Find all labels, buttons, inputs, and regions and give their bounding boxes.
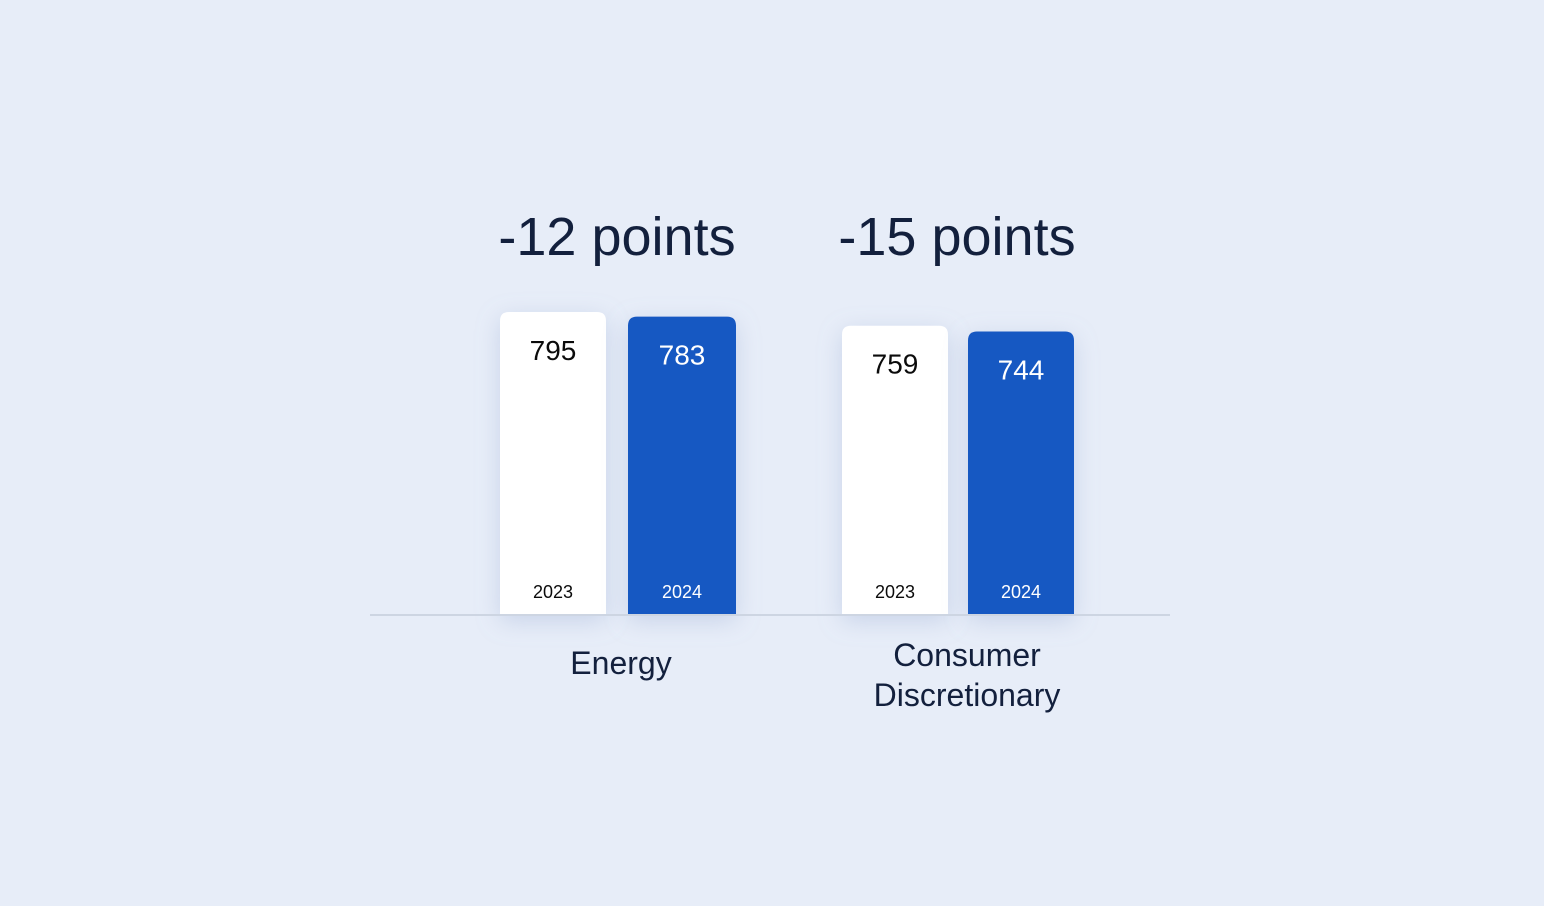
series-label: 2024 xyxy=(1001,582,1041,602)
value-label: 783 xyxy=(659,340,706,371)
bar-2023 xyxy=(500,312,606,615)
category-label: Energy xyxy=(570,645,671,681)
value-label: 759 xyxy=(872,349,919,380)
series-label: 2023 xyxy=(533,582,573,602)
category-label: Consumer xyxy=(893,637,1041,673)
category-label: Discretionary xyxy=(874,677,1061,713)
bar-2024 xyxy=(628,316,736,615)
labels-layer: -12 points 795 2023 783 2024 Energy -15 points… xyxy=(498,207,1075,713)
value-label: 744 xyxy=(998,354,1045,385)
series-label: 2023 xyxy=(875,582,915,602)
bars-layer xyxy=(500,312,1074,615)
value-label: 795 xyxy=(530,335,577,366)
series-label: 2024 xyxy=(662,582,702,602)
delta-label: -15 points xyxy=(838,207,1075,267)
bar-2023 xyxy=(842,325,948,615)
delta-label: -12 points xyxy=(498,207,735,267)
bar-2024 xyxy=(968,331,1074,615)
